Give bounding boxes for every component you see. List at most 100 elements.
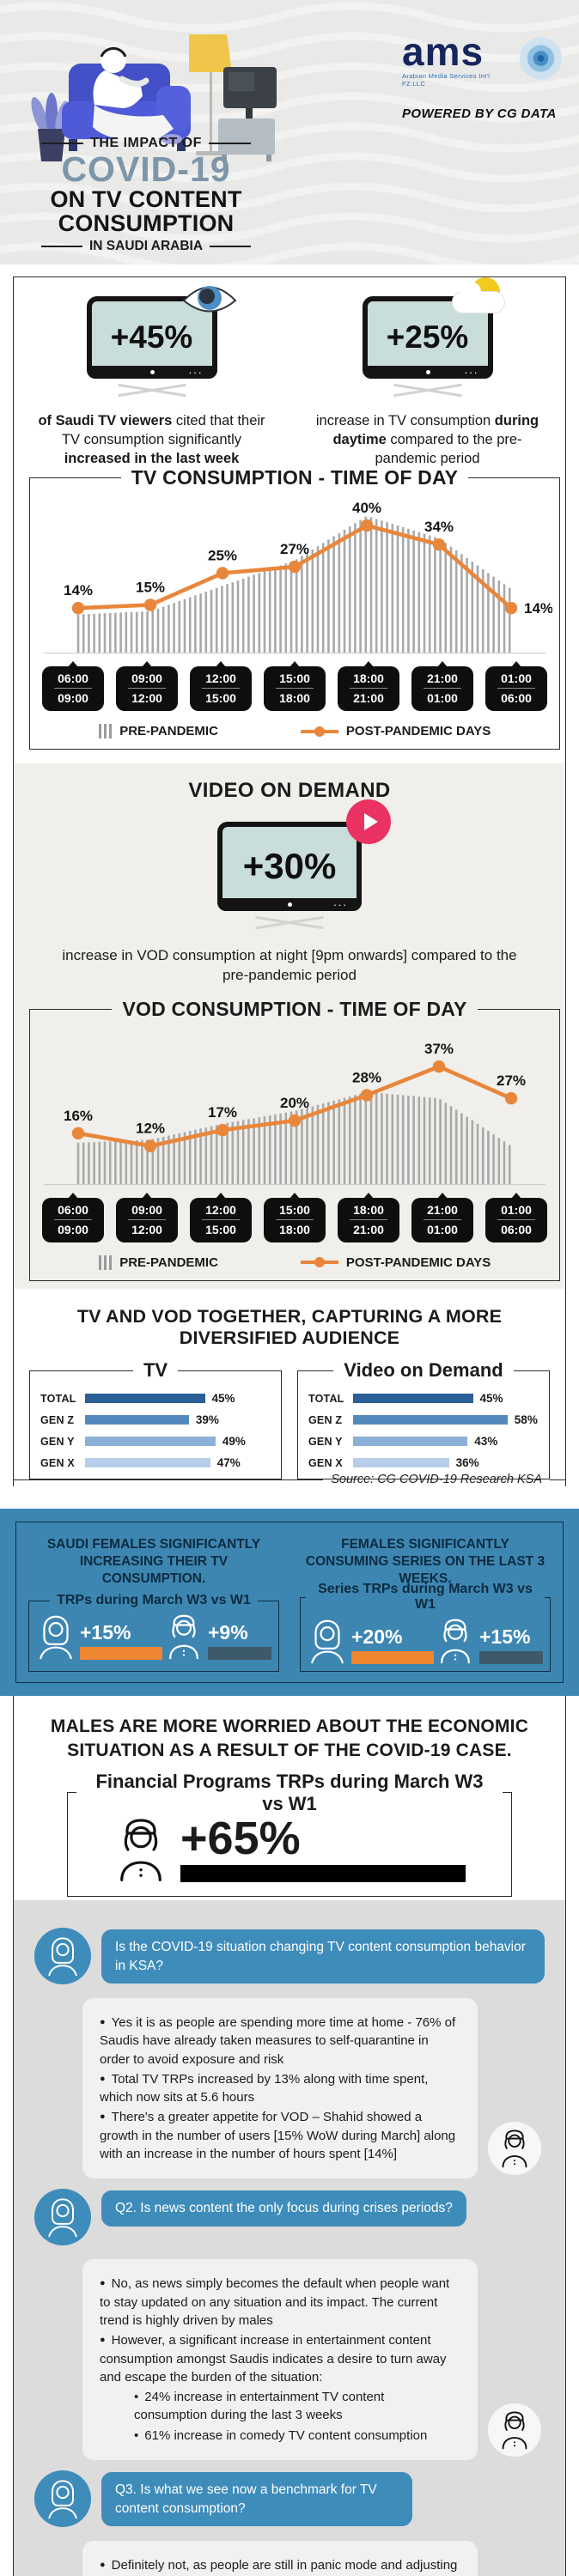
generation-bar-row: GEN Z 58% [308, 1413, 539, 1426]
tv-icon: +45% ... [86, 286, 236, 398]
vod-chart-legend: PRE-PANDEMIC POST-PANDEMIC DAYS [37, 1242, 552, 1270]
pre-pandemic-stripes [76, 1091, 511, 1184]
answer-sub-bullet: 24% increase in entertainment TV content… [134, 2388, 460, 2425]
financial-programs-box: Financial Programs TRPs during March W3 … [67, 1770, 512, 1897]
time-slot-pill: 15:00 18:00 [264, 661, 326, 711]
stat-tv-increase: +45% ... of Saudi TV viewers cited that … [14, 286, 290, 466]
data-point [504, 602, 518, 615]
generation-label: GEN Y [40, 1435, 75, 1448]
vod-chart-time-slots: 06:00 09:00 09:00 12:00 12:00 15:00 15:00 18:00… [37, 1192, 552, 1242]
data-point [360, 519, 374, 532]
play-icon [346, 799, 391, 844]
data-point-label: 14% [64, 582, 93, 598]
title-covid19: COVID-19 [61, 149, 231, 189]
vod-generations-chart: TOTAL 45% GEN Z 58% GEN Y 43% GEN X 36% [308, 1392, 539, 1469]
title-line4: CONSUMPTION [58, 210, 235, 236]
answer-bullet: There's a greater appetite for VOD – Sha… [100, 2108, 460, 2163]
time-slot-pill: 01:00 06:00 [485, 1192, 547, 1242]
time-slot-pill: 01:00 06:00 [485, 661, 547, 711]
question-2-bubble: Q2. Is news content the only focus durin… [101, 2190, 466, 2227]
female-series-stat: +20% [308, 1618, 434, 1664]
generation-label: TOTAL [40, 1392, 76, 1405]
data-point-label: 27% [280, 541, 309, 557]
data-point [143, 598, 157, 611]
generation-value: 47% [216, 1456, 241, 1469]
answer-1-row: Yes it is as people are spending more ti… [82, 1998, 541, 2179]
male-trp-value: +9% [208, 1621, 248, 1644]
data-point [143, 1139, 157, 1152]
series-trp-box-title: Series TRPs during March W3 vs W1 [318, 1582, 533, 1612]
title-line3: ON TV CONTENT [50, 186, 242, 213]
female-icon [36, 1613, 76, 1660]
pre-pandemic-legend-label: PRE-PANDEMIC [119, 1255, 218, 1270]
header: ams Arabian Media Services Int'l FZ.LLC … [0, 0, 579, 264]
male-icon [498, 2129, 531, 2168]
generation-bar-row: TOTAL 45% [308, 1392, 539, 1405]
generation-label: GEN Y [308, 1435, 343, 1448]
males-section: MALES ARE MORE WORRIED ABOUT THE ECONOMI… [14, 1696, 565, 1897]
data-point-label: 27% [497, 1072, 526, 1089]
generation-value: 43% [474, 1435, 498, 1448]
daytime-increase-desc: increase in TV consumption during daytim… [315, 413, 539, 466]
question-3-row: Q3. Is what we see now a benchmark for T… [34, 2470, 545, 2528]
data-point [71, 602, 85, 615]
vod-time-of-day-chart-box: VOD CONSUMPTION - TIME OF DAY 16% 12% 17% 2… [29, 997, 560, 1281]
vod-time-of-day-chart: 16% 12% 17% 20% 28% 37% 27% [37, 1021, 552, 1198]
ams-circles-icon [520, 37, 563, 80]
answer-bullet: No, as news simply becomes the default w… [100, 2275, 460, 2330]
vod-desc: increase in VOD consumption at night [9p… [62, 947, 517, 983]
tv-time-of-day-chart: 14% 15% 25% 27% 40% 34% 14% [37, 489, 552, 666]
post-pandemic-legend-icon [300, 1256, 338, 1268]
time-slot-pill: 06:00 09:00 [42, 1192, 104, 1242]
female-trp-bar [80, 1647, 162, 1661]
data-point-label: 12% [136, 1120, 165, 1136]
generation-bar-row: TOTAL 45% [40, 1392, 271, 1405]
female-series-value: +20% [351, 1625, 403, 1648]
answer-avatar [488, 2403, 541, 2458]
time-slot-pill: 12:00 15:00 [190, 661, 252, 711]
females-band: SAUDI FEMALES SIGNIFICANTLY INCREASING T… [0, 1509, 579, 1696]
data-point [504, 1091, 518, 1105]
tv-generations-chart-box: TV TOTAL 45% GEN Z 39% GEN Y 49% GEN X 47% [29, 1359, 282, 1479]
female-icon [308, 1618, 347, 1664]
financial-programs-title: Financial Programs TRPs during March W3 … [95, 1770, 484, 1814]
generation-label: TOTAL [308, 1392, 344, 1405]
question-avatar [34, 2189, 91, 2246]
generation-bar-row: GEN Y 49% [40, 1435, 271, 1448]
time-slot-pill: 18:00 21:00 [338, 1192, 399, 1242]
generation-label: GEN X [40, 1456, 75, 1469]
male-trp-stat: +9% [164, 1613, 271, 1661]
generation-value: 58% [514, 1413, 538, 1426]
generation-label: GEN X [308, 1456, 343, 1469]
pre-pandemic-stripes [76, 516, 511, 653]
answer-3-row: Definitely not, as people are still in p… [82, 2541, 541, 2576]
male-icon [436, 1618, 475, 1664]
generation-value: 49% [222, 1435, 246, 1448]
tv-chart-title: TV CONSUMPTION - TIME OF DAY [131, 466, 459, 489]
pre-pandemic-legend-icon [98, 724, 113, 738]
generation-bar [85, 1458, 210, 1467]
headline-stats: +45% ... of Saudi TV viewers cited that … [14, 277, 565, 466]
male-icon [498, 2410, 531, 2450]
data-point [288, 1114, 302, 1127]
generation-value: 36% [455, 1456, 479, 1469]
series-trp-box: Series TRPs during March W3 vs W1 +20% [300, 1582, 551, 1672]
generation-bar-row: GEN Y 43% [308, 1435, 539, 1448]
answer-bullet: Total TV TRPs increased by 13% along wit… [100, 2070, 460, 2107]
female-trp-value: +15% [80, 1621, 131, 1644]
card-a-source-rule: Source: CG COVID-19 Research KSA [14, 1473, 565, 1486]
tv-icon: +25% ... [362, 277, 505, 398]
generation-label: GEN Z [40, 1413, 75, 1426]
daytime-increase-value: +25% [386, 319, 469, 355]
generation-label: GEN Z [308, 1413, 343, 1426]
time-slot-pill: 09:00 12:00 [116, 661, 178, 711]
generation-bar [353, 1437, 468, 1446]
data-point [216, 1123, 229, 1137]
female-series-bar [351, 1651, 434, 1664]
data-point-label: 17% [208, 1104, 237, 1121]
question-2-row: Q2. Is news content the only focus durin… [34, 2189, 545, 2246]
time-slot-pill: 06:00 09:00 [42, 661, 104, 711]
vod-tv-icon: +30% ... [217, 799, 391, 931]
data-point [432, 1060, 446, 1073]
